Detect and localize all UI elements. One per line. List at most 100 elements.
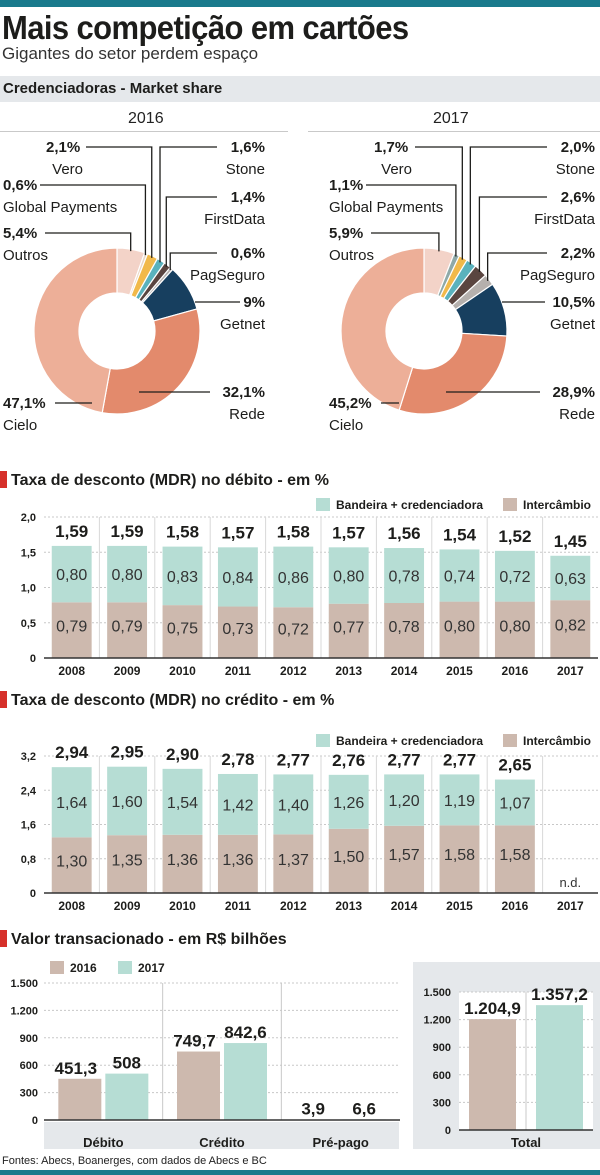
valor-category-band	[44, 1122, 399, 1149]
value-label-bandeira-2015: 0,74	[444, 569, 475, 586]
y-tick-label: 1,6	[21, 820, 36, 832]
y-tick-label: 900	[20, 1033, 38, 1045]
total-label-2014: 1,56	[388, 524, 421, 543]
x-tick-label-credito: Crédito	[199, 1135, 245, 1150]
total-label-2013: 2,76	[332, 751, 365, 770]
leader-line-firstdata	[478, 196, 547, 272]
x-tick-label-2011: 2011	[225, 899, 251, 913]
x-tick-label-2017: 2017	[557, 899, 584, 913]
value-label-bandeira-2011: 1,42	[222, 797, 253, 814]
y-tick-label: 1,5	[21, 547, 36, 559]
y-tick-label: 0	[445, 1125, 451, 1137]
slice-name-rede: Rede	[559, 406, 595, 423]
y-tick-label: 300	[20, 1088, 38, 1100]
bottom-brand-bar	[0, 1170, 600, 1175]
slice-value-cielo: 45,2%	[329, 395, 372, 412]
pie-2017-rule	[308, 131, 600, 132]
value-label-intercambio-2015: 1,58	[444, 847, 475, 864]
value-label-intercambio-2016: 0,80	[499, 618, 530, 635]
slice-value-getnet: 10,5%	[552, 294, 595, 311]
x-tick-label-2014: 2014	[391, 664, 418, 678]
value-label-total-2016: 1.204,9	[464, 999, 521, 1018]
slice-value-stone: 1,6%	[231, 139, 265, 156]
bar-intercambio-2010	[162, 834, 203, 893]
y-tick-label: 900	[433, 1042, 451, 1054]
y-tick-label: 0,8	[21, 854, 36, 866]
bar-2016-debito	[58, 1078, 102, 1120]
value-label-bandeira-2008: 0,80	[56, 567, 87, 584]
total-label-2015: 2,77	[443, 750, 476, 769]
leader-line-global-payments	[40, 184, 147, 256]
legend-swatch-intercambio	[503, 498, 517, 511]
bar-bandeira-2013	[328, 774, 369, 829]
bar-intercambio-2008	[51, 602, 92, 658]
value-label-intercambio-2009: 1,35	[112, 852, 143, 869]
value-label-intercambio-2015: 0,80	[444, 618, 475, 635]
value-label-intercambio-2014: 0,78	[389, 619, 420, 636]
debito-title: Taxa de desconto (MDR) no débito - em %	[11, 472, 329, 489]
x-label-total: Total	[511, 1135, 541, 1149]
slice-name-rede: Rede	[229, 406, 265, 423]
value-label-2017-pre-pago: 6,6	[352, 1099, 376, 1118]
slice-name-outros: Outros	[3, 247, 48, 264]
bar-bandeira-2011	[217, 547, 258, 607]
value-label-intercambio-2012: 1,37	[278, 852, 309, 869]
leader-line-stone	[469, 146, 547, 265]
slice-value-rede: 28,9%	[552, 384, 595, 401]
x-tick-label-2012: 2012	[280, 899, 307, 913]
slice-value-rede: 32,1%	[222, 384, 265, 401]
value-label-2017-debito: 508	[113, 1054, 141, 1073]
legend-swatch-2017	[118, 961, 132, 974]
leader-line-firstdata	[165, 196, 217, 267]
slice-value-global-payments: 1,1%	[329, 177, 363, 194]
slice-value-outros: 5,4%	[3, 225, 37, 242]
total-label-2010: 1,58	[166, 523, 199, 542]
x-tick-label-2013: 2013	[335, 664, 362, 678]
bar-intercambio-2011	[217, 606, 258, 658]
leader-line-outros	[45, 232, 132, 252]
bar-bandeira-2008	[51, 545, 92, 603]
donut-2017: 5,9% Outros 1,1% Global Payments 1,7% Vero 2,0…	[329, 139, 596, 434]
value-label-intercambio-2017: 0,82	[555, 617, 586, 634]
legend-label-2017: 2017	[138, 961, 165, 975]
x-tick-label-2017: 2017	[557, 664, 584, 678]
valor-section-heading: Valor transacionado - em R$ bilhões	[0, 930, 287, 949]
bar-total-2017	[536, 1005, 583, 1130]
section-marker	[0, 930, 7, 947]
value-label-bandeira-2016: 0,72	[499, 569, 530, 586]
bar-intercambio-2015	[439, 601, 480, 658]
value-label-intercambio-2010: 0,75	[167, 620, 198, 637]
bar-bandeira-2009	[107, 545, 148, 603]
y-tick-label: 2,0	[21, 512, 36, 524]
x-tick-label-debito: Débito	[83, 1135, 124, 1150]
legend-swatch-bandeira	[316, 498, 330, 511]
leader-line-outros	[371, 232, 440, 252]
leader-line-pagseguro	[486, 252, 547, 281]
x-tick-label-2008: 2008	[58, 664, 85, 678]
y-tick-label: 600	[433, 1070, 451, 1082]
slice-value-getnet: 9%	[243, 294, 265, 311]
y-tick-label: 300	[433, 1097, 451, 1109]
bar-bandeira-2013	[328, 547, 369, 604]
section-marker	[0, 471, 7, 488]
total-label-2009: 1,59	[111, 522, 144, 541]
slice-name-global-payments: Global Payments	[3, 199, 117, 216]
bar-total-2016	[469, 1019, 516, 1130]
value-label-2016-debito: 451,3	[55, 1059, 98, 1078]
pie-2016-year-label: 2016	[128, 110, 164, 127]
y-tick-label: 0	[32, 1115, 38, 1127]
top-brand-bar	[0, 0, 600, 7]
credito-chart: 0 0,8 1,6 2,4 3,2 1,30 1,64 2,94 2008 1,35 1,60 2,9…	[21, 745, 598, 913]
bar-bandeira-2017	[550, 555, 591, 601]
valor-title: Valor transacionado - em R$ bilhões	[11, 931, 287, 948]
slice-value-global-payments: 0,6%	[3, 177, 37, 194]
section-marker	[0, 691, 7, 708]
legend-swatch-bandeira	[316, 734, 330, 747]
total-label-2013: 1,57	[332, 523, 365, 542]
value-label-intercambio-2016: 1,58	[499, 847, 530, 864]
slice-name-getnet: Getnet	[220, 316, 266, 333]
x-tick-label-2009: 2009	[114, 664, 141, 678]
bar-intercambio-2014	[384, 825, 425, 893]
slice-value-outros: 5,9%	[329, 225, 363, 242]
value-label-bandeira-2010: 0,83	[167, 569, 198, 586]
